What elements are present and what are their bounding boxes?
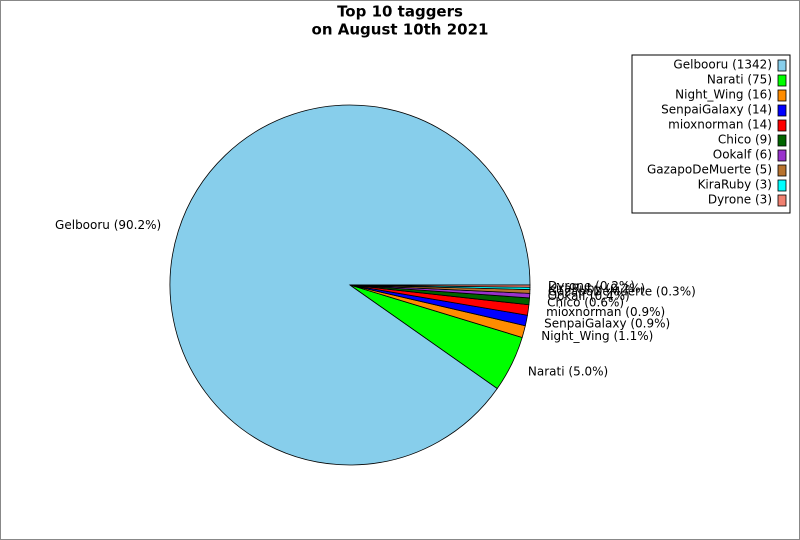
slice-label: KiraRuby (0.2%) <box>548 281 645 295</box>
legend-swatch <box>777 119 787 132</box>
slice-label: Ookalf (0.4%) <box>548 289 630 303</box>
legend-label: SenpaiGalaxy (14) <box>661 103 772 117</box>
legend-label: KiraRuby (3) <box>698 178 772 192</box>
slice-label: SenpaiGalaxy (0.9%) <box>544 317 670 331</box>
legend-label: Ookalf (6) <box>713 148 772 162</box>
slice-label: Chico (0.6%) <box>547 295 624 309</box>
legend-swatch <box>777 179 787 192</box>
legend-swatch <box>777 164 787 177</box>
legend-swatch <box>777 74 787 87</box>
slice-label: Dyrone (0.2%) <box>548 279 635 293</box>
legend-label: Chico (9) <box>718 133 772 147</box>
legend-swatch <box>777 89 787 102</box>
slice-label: Narati (5.0%) <box>528 364 608 378</box>
pie-slice <box>349 284 531 288</box>
legend-label: mioxnorman (14) <box>668 118 772 132</box>
legend-label: Gelbooru (1342) <box>673 58 772 72</box>
legend-label: Narati (75) <box>707 73 772 87</box>
legend-swatch <box>777 194 787 207</box>
slice-label: mioxnorman (0.9%) <box>546 305 665 319</box>
slice-label: Night_Wing (1.1%) <box>541 329 653 343</box>
slice-label: GazapoDeMuerte (0.3%) <box>548 285 696 299</box>
legend-swatch <box>777 149 787 162</box>
chart-title: Top 10 taggers <box>337 3 463 21</box>
legend-swatch <box>777 59 787 72</box>
legend-box <box>631 54 791 214</box>
legend-swatch <box>777 104 787 117</box>
legend-label: GazapoDeMuerte (5) <box>647 163 772 177</box>
slice-label: Gelbooru (90.2%) <box>55 218 161 232</box>
legend-swatch <box>777 134 787 147</box>
chart-title: on August 10th 2021 <box>312 21 489 39</box>
legend-label: Night_Wing (16) <box>675 88 772 102</box>
legend-label: Dyrone (3) <box>708 193 772 207</box>
